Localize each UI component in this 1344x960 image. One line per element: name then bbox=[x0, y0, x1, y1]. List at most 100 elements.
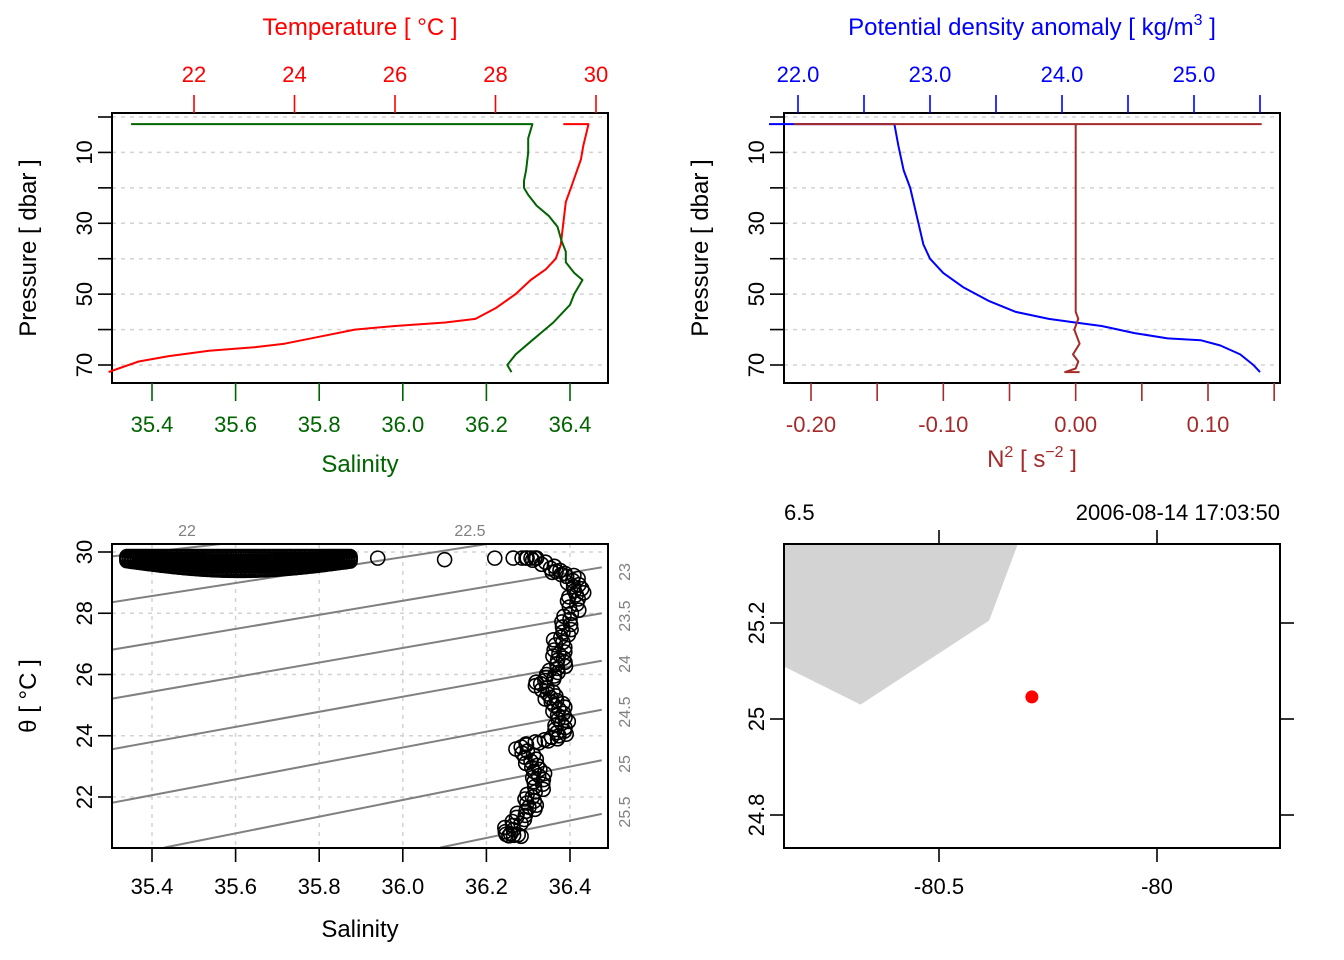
plot-frame bbox=[783, 543, 1281, 849]
data-point bbox=[369, 550, 386, 566]
panel-station-map: -80.5 -80 24.8 25 25.2 6.5 2006-08-14 17:03:50 bbox=[744, 500, 1294, 899]
y-tick-label: 24 bbox=[72, 724, 97, 748]
top-tick-label: 23.0 bbox=[909, 62, 952, 87]
data-point bbox=[505, 827, 522, 844]
isopycnal-group bbox=[112, 544, 602, 848]
top-tick-label: 24 bbox=[282, 62, 306, 87]
data-point bbox=[546, 697, 562, 713]
x-tick-label: 36.2 bbox=[465, 874, 508, 899]
temperature-line bbox=[108, 123, 590, 374]
data-point bbox=[535, 781, 552, 798]
data-point bbox=[526, 763, 542, 780]
y-tick-label: 50 bbox=[744, 282, 769, 306]
salinity-line bbox=[131, 123, 584, 373]
panel-temperature-salinity-profile: 10 30 50 70 Pressure [ dbar ] 22 24 26 28 30 Tempe… bbox=[15, 14, 609, 478]
data-point bbox=[554, 614, 570, 630]
top-axis-label: Temperature [ °C ] bbox=[263, 14, 458, 41]
y-axis-label: θ [ °C ] bbox=[15, 659, 42, 733]
isopycnal-line bbox=[112, 612, 602, 700]
data-point bbox=[549, 724, 565, 741]
y-axis-label: Pressure [ dbar ] bbox=[15, 159, 42, 336]
top-tick-label: 30 bbox=[584, 62, 608, 87]
y-tick-label: 26 bbox=[72, 662, 97, 686]
bottom-tick-label: -0.20 bbox=[786, 412, 836, 437]
x-tick-label: 35.6 bbox=[214, 874, 257, 899]
top-tick-label: 24.0 bbox=[1041, 62, 1084, 87]
isopycnal-line bbox=[164, 759, 602, 848]
top-tick-label: 22.0 bbox=[777, 62, 820, 87]
data-point bbox=[549, 730, 566, 747]
data-point bbox=[533, 556, 550, 573]
x-axis-label: Salinity bbox=[321, 916, 398, 943]
data-point bbox=[486, 550, 503, 566]
bottom-tick-label: 36.2 bbox=[465, 412, 508, 437]
isopycnal-label-right: 24.5 bbox=[617, 696, 634, 727]
y-tick-label: 22 bbox=[72, 785, 97, 809]
bottom-tick-label: 35.4 bbox=[131, 412, 174, 437]
y-tick-label: 70 bbox=[72, 353, 97, 377]
data-point bbox=[546, 642, 562, 658]
isopycnal-line bbox=[112, 708, 602, 804]
y-tick-label: 24.8 bbox=[744, 794, 769, 837]
isopycnal-line bbox=[112, 659, 602, 751]
isopycnal-label-right: 23.5 bbox=[617, 600, 634, 631]
y-tick-label: 25 bbox=[744, 707, 769, 731]
top-tick-label: 26 bbox=[383, 62, 407, 87]
top-tick-label: 22 bbox=[182, 62, 206, 87]
top-tick-label: 25.0 bbox=[1173, 62, 1216, 87]
y-tick-label: 30 bbox=[72, 540, 97, 564]
station-marker bbox=[1025, 690, 1039, 704]
panel-ts-diagram: 35.4 35.6 35.8 36.0 36.2 36.4 Salinity 22 24 26 28… bbox=[15, 523, 634, 943]
y-tick-label: 50 bbox=[72, 282, 97, 306]
x-tick-label: -80 bbox=[1141, 874, 1173, 899]
x-tick-label: -80.5 bbox=[914, 874, 964, 899]
y-tick-label: 30 bbox=[72, 211, 97, 235]
plot-frame bbox=[783, 112, 1281, 384]
isopycnal-label-top: 22.5 bbox=[454, 523, 485, 540]
y-tick-label: 28 bbox=[72, 601, 97, 625]
data-point bbox=[568, 596, 585, 612]
y-axis-label: Pressure [ dbar ] bbox=[687, 159, 714, 336]
bottom-tick-label: 35.8 bbox=[298, 412, 341, 437]
data-point bbox=[544, 564, 561, 581]
top-tick-label: 28 bbox=[483, 62, 507, 87]
n2-line bbox=[793, 123, 1262, 374]
y-tick-label: 30 bbox=[744, 211, 769, 235]
data-point bbox=[561, 599, 578, 615]
data-point bbox=[513, 828, 529, 845]
x-tick-label: 36.0 bbox=[381, 874, 424, 899]
scatter-group bbox=[119, 548, 592, 845]
bottom-tick-label: 35.6 bbox=[214, 412, 257, 437]
station-time-label: 2006-08-14 17:03:50 bbox=[1076, 500, 1280, 525]
y-tick-label: 10 bbox=[72, 140, 97, 164]
plot-frame bbox=[111, 543, 609, 849]
data-point bbox=[570, 602, 587, 619]
isopycnal-label-top: 22 bbox=[178, 523, 196, 540]
bottom-tick-label: 36.4 bbox=[549, 412, 592, 437]
data-point bbox=[540, 733, 557, 749]
x-tick-label: 36.4 bbox=[549, 874, 592, 899]
data-point bbox=[342, 553, 358, 569]
panel-density-n2-profile: 10 30 50 70 Pressure [ dbar ] 22.0 23.0 24.0 25.… bbox=[687, 12, 1281, 473]
data-point bbox=[541, 662, 558, 679]
data-point bbox=[524, 552, 541, 569]
isopycnal-label-right: 24 bbox=[617, 655, 634, 673]
station-depth-label: 6.5 bbox=[784, 500, 815, 525]
x-tick-label: 35.8 bbox=[298, 874, 341, 899]
bottom-tick-label: -0.10 bbox=[918, 412, 968, 437]
x-tick-label: 35.4 bbox=[131, 874, 174, 899]
data-point bbox=[501, 827, 517, 844]
data-point bbox=[563, 605, 580, 622]
bottom-tick-label: 0.00 bbox=[1054, 412, 1097, 437]
isopycnal-line bbox=[112, 566, 602, 651]
isopycnal-label-right: 25 bbox=[617, 755, 634, 773]
data-point bbox=[514, 745, 530, 761]
bottom-axis-label: N2 [ s−2 ] bbox=[987, 444, 1077, 473]
isopycnal-label-right: 25.5 bbox=[617, 796, 634, 827]
coastline-land bbox=[784, 544, 1018, 705]
bottom-tick-label: 0.10 bbox=[1187, 412, 1230, 437]
data-point bbox=[436, 551, 453, 568]
data-point bbox=[526, 773, 542, 790]
y-tick-label: 25.2 bbox=[744, 602, 769, 645]
